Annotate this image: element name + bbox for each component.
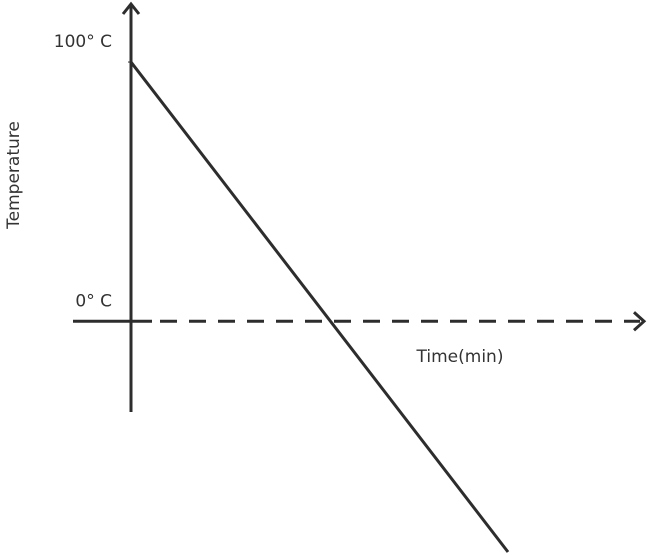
line-series (129, 61, 510, 553)
y-tick-label: 100° C (54, 32, 112, 52)
x-axis-label: Time(min) (416, 347, 504, 367)
y-tick-label: 0° C (75, 291, 112, 311)
x-axis-arrow (632, 311, 647, 332)
y-axis-label: Temperature (4, 121, 24, 230)
y-axis-arrow (121, 1, 141, 15)
